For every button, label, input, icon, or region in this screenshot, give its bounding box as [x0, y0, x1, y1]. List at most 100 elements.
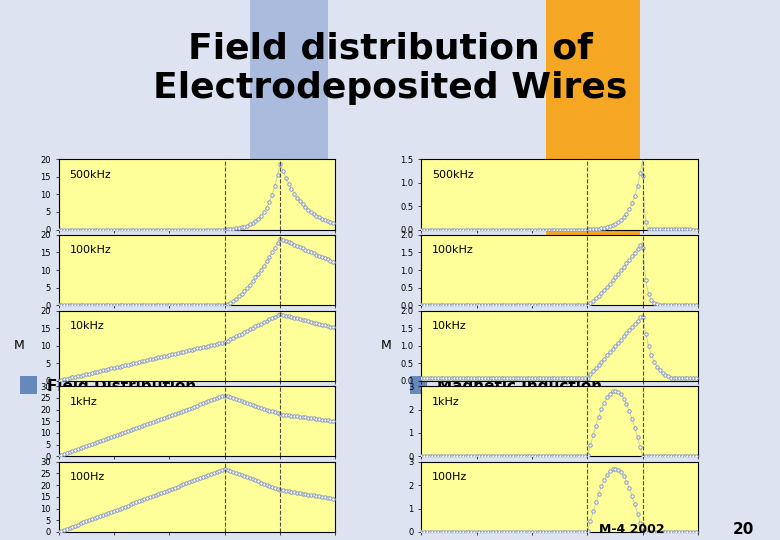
Point — [520, 528, 533, 536]
Point — [509, 528, 522, 536]
Point — [459, 452, 472, 461]
Point — [673, 452, 686, 461]
Point — [476, 528, 488, 536]
Point — [615, 468, 627, 476]
Point — [224, 225, 236, 233]
Point — [230, 395, 243, 403]
Point — [606, 387, 619, 396]
Point — [255, 265, 268, 274]
Point — [299, 203, 311, 212]
Point — [456, 225, 469, 234]
Point — [305, 208, 317, 217]
Point — [302, 414, 314, 422]
Point — [681, 225, 693, 234]
Point — [643, 452, 655, 461]
Point — [654, 452, 666, 461]
Point — [581, 373, 594, 382]
Point — [454, 452, 466, 461]
Point — [172, 225, 184, 234]
Point — [161, 351, 173, 360]
Point — [615, 390, 627, 399]
Point — [99, 366, 112, 374]
Point — [515, 452, 527, 461]
Point — [595, 357, 608, 366]
Point — [207, 395, 220, 404]
Point — [313, 252, 325, 260]
Point — [257, 261, 270, 270]
Point — [534, 374, 547, 382]
Point — [523, 452, 536, 461]
Point — [119, 502, 131, 511]
Point — [415, 452, 427, 461]
Point — [620, 477, 633, 486]
Point — [661, 372, 674, 381]
Point — [545, 301, 558, 309]
Point — [238, 222, 250, 231]
Point — [429, 528, 441, 536]
Point — [487, 301, 499, 309]
Point — [501, 374, 513, 382]
Point — [191, 301, 204, 309]
Point — [296, 315, 309, 324]
Point — [77, 301, 90, 309]
Point — [473, 452, 486, 461]
Point — [462, 452, 474, 461]
Point — [111, 363, 123, 372]
Point — [305, 318, 317, 326]
Point — [515, 528, 527, 536]
Point — [116, 503, 129, 512]
Point — [168, 225, 181, 234]
Point — [224, 335, 236, 343]
Point — [102, 509, 115, 517]
Point — [246, 277, 259, 286]
Point — [623, 205, 636, 213]
Point — [509, 225, 522, 234]
Point — [531, 452, 544, 461]
Point — [673, 374, 686, 382]
Point — [199, 225, 211, 234]
Point — [263, 481, 275, 490]
Point — [307, 318, 320, 327]
Point — [130, 301, 143, 309]
Point — [202, 397, 215, 406]
Point — [651, 362, 663, 371]
Point — [565, 374, 577, 382]
Point — [487, 528, 499, 536]
Point — [241, 399, 254, 407]
Point — [451, 225, 463, 234]
Point — [144, 355, 156, 364]
Text: 100Hz: 100Hz — [69, 472, 105, 482]
Point — [318, 416, 331, 424]
Point — [163, 411, 176, 420]
Point — [324, 416, 336, 425]
Point — [236, 397, 248, 406]
Point — [108, 431, 120, 440]
Point — [232, 292, 245, 301]
Point — [152, 415, 165, 424]
Point — [255, 403, 268, 412]
Point — [199, 342, 211, 351]
Point — [177, 480, 190, 489]
Point — [55, 225, 68, 234]
Point — [122, 427, 134, 435]
Point — [656, 225, 668, 234]
Point — [202, 342, 215, 350]
Point — [636, 313, 649, 322]
Point — [576, 374, 588, 382]
Point — [232, 330, 245, 339]
Point — [61, 449, 73, 457]
Point — [222, 336, 234, 345]
Point — [197, 343, 209, 352]
Point — [80, 225, 93, 234]
Point — [609, 342, 622, 350]
Point — [205, 396, 218, 405]
Point — [302, 317, 314, 326]
Point — [111, 301, 123, 309]
Point — [293, 489, 306, 497]
Point — [493, 225, 505, 234]
Point — [523, 528, 536, 536]
Point — [684, 528, 697, 536]
Point — [122, 225, 134, 234]
Point — [232, 470, 245, 478]
Point — [654, 528, 666, 536]
